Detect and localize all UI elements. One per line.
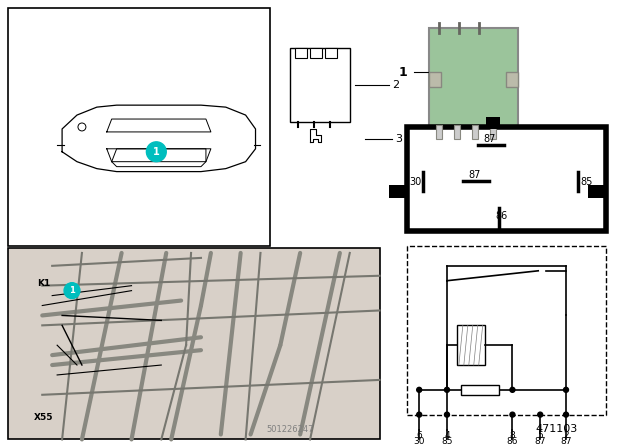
Text: 86: 86 xyxy=(507,437,518,447)
Bar xyxy=(325,47,337,57)
Bar xyxy=(486,117,500,129)
Bar xyxy=(429,28,518,127)
Circle shape xyxy=(510,412,515,417)
Bar xyxy=(457,325,484,365)
Bar xyxy=(490,125,495,139)
Circle shape xyxy=(564,412,568,417)
Text: 87: 87 xyxy=(483,134,496,144)
Circle shape xyxy=(417,388,422,392)
Bar xyxy=(436,125,442,139)
Circle shape xyxy=(147,142,166,162)
Bar xyxy=(295,47,307,57)
Text: 85: 85 xyxy=(580,177,592,186)
Text: 2: 2 xyxy=(563,431,569,439)
Circle shape xyxy=(510,388,515,392)
Text: 8: 8 xyxy=(509,431,515,439)
Text: 471103: 471103 xyxy=(536,424,578,435)
Bar xyxy=(461,385,499,395)
Bar xyxy=(506,73,518,87)
Text: K1: K1 xyxy=(37,279,51,288)
Text: 87: 87 xyxy=(468,169,481,180)
Bar xyxy=(291,47,349,122)
Text: 5: 5 xyxy=(538,431,543,439)
Bar xyxy=(407,246,605,415)
Circle shape xyxy=(538,412,543,417)
Text: 30: 30 xyxy=(409,177,421,186)
Bar xyxy=(407,127,605,231)
Text: 1: 1 xyxy=(69,286,75,295)
Bar xyxy=(472,125,477,139)
Bar xyxy=(454,125,460,139)
Circle shape xyxy=(445,412,449,417)
Circle shape xyxy=(417,412,422,417)
Text: 1: 1 xyxy=(399,66,407,79)
Text: 6: 6 xyxy=(416,431,422,439)
Text: 85: 85 xyxy=(441,437,452,447)
Circle shape xyxy=(445,388,449,392)
Bar xyxy=(429,73,441,87)
Text: 2: 2 xyxy=(392,80,399,90)
Text: 3: 3 xyxy=(396,134,403,144)
Text: 30: 30 xyxy=(413,437,425,447)
Circle shape xyxy=(64,283,80,298)
Bar xyxy=(8,248,380,439)
Text: 87: 87 xyxy=(560,437,572,447)
Text: 86: 86 xyxy=(495,211,508,221)
Text: 87: 87 xyxy=(534,437,546,447)
Text: 501226247: 501226247 xyxy=(266,426,314,435)
Text: 1: 1 xyxy=(153,147,160,157)
Bar xyxy=(8,8,271,246)
Text: 4: 4 xyxy=(444,431,450,439)
Circle shape xyxy=(564,388,568,392)
Text: X55: X55 xyxy=(35,413,54,422)
Bar xyxy=(588,185,605,198)
Bar xyxy=(389,185,407,198)
Bar xyxy=(310,47,322,57)
